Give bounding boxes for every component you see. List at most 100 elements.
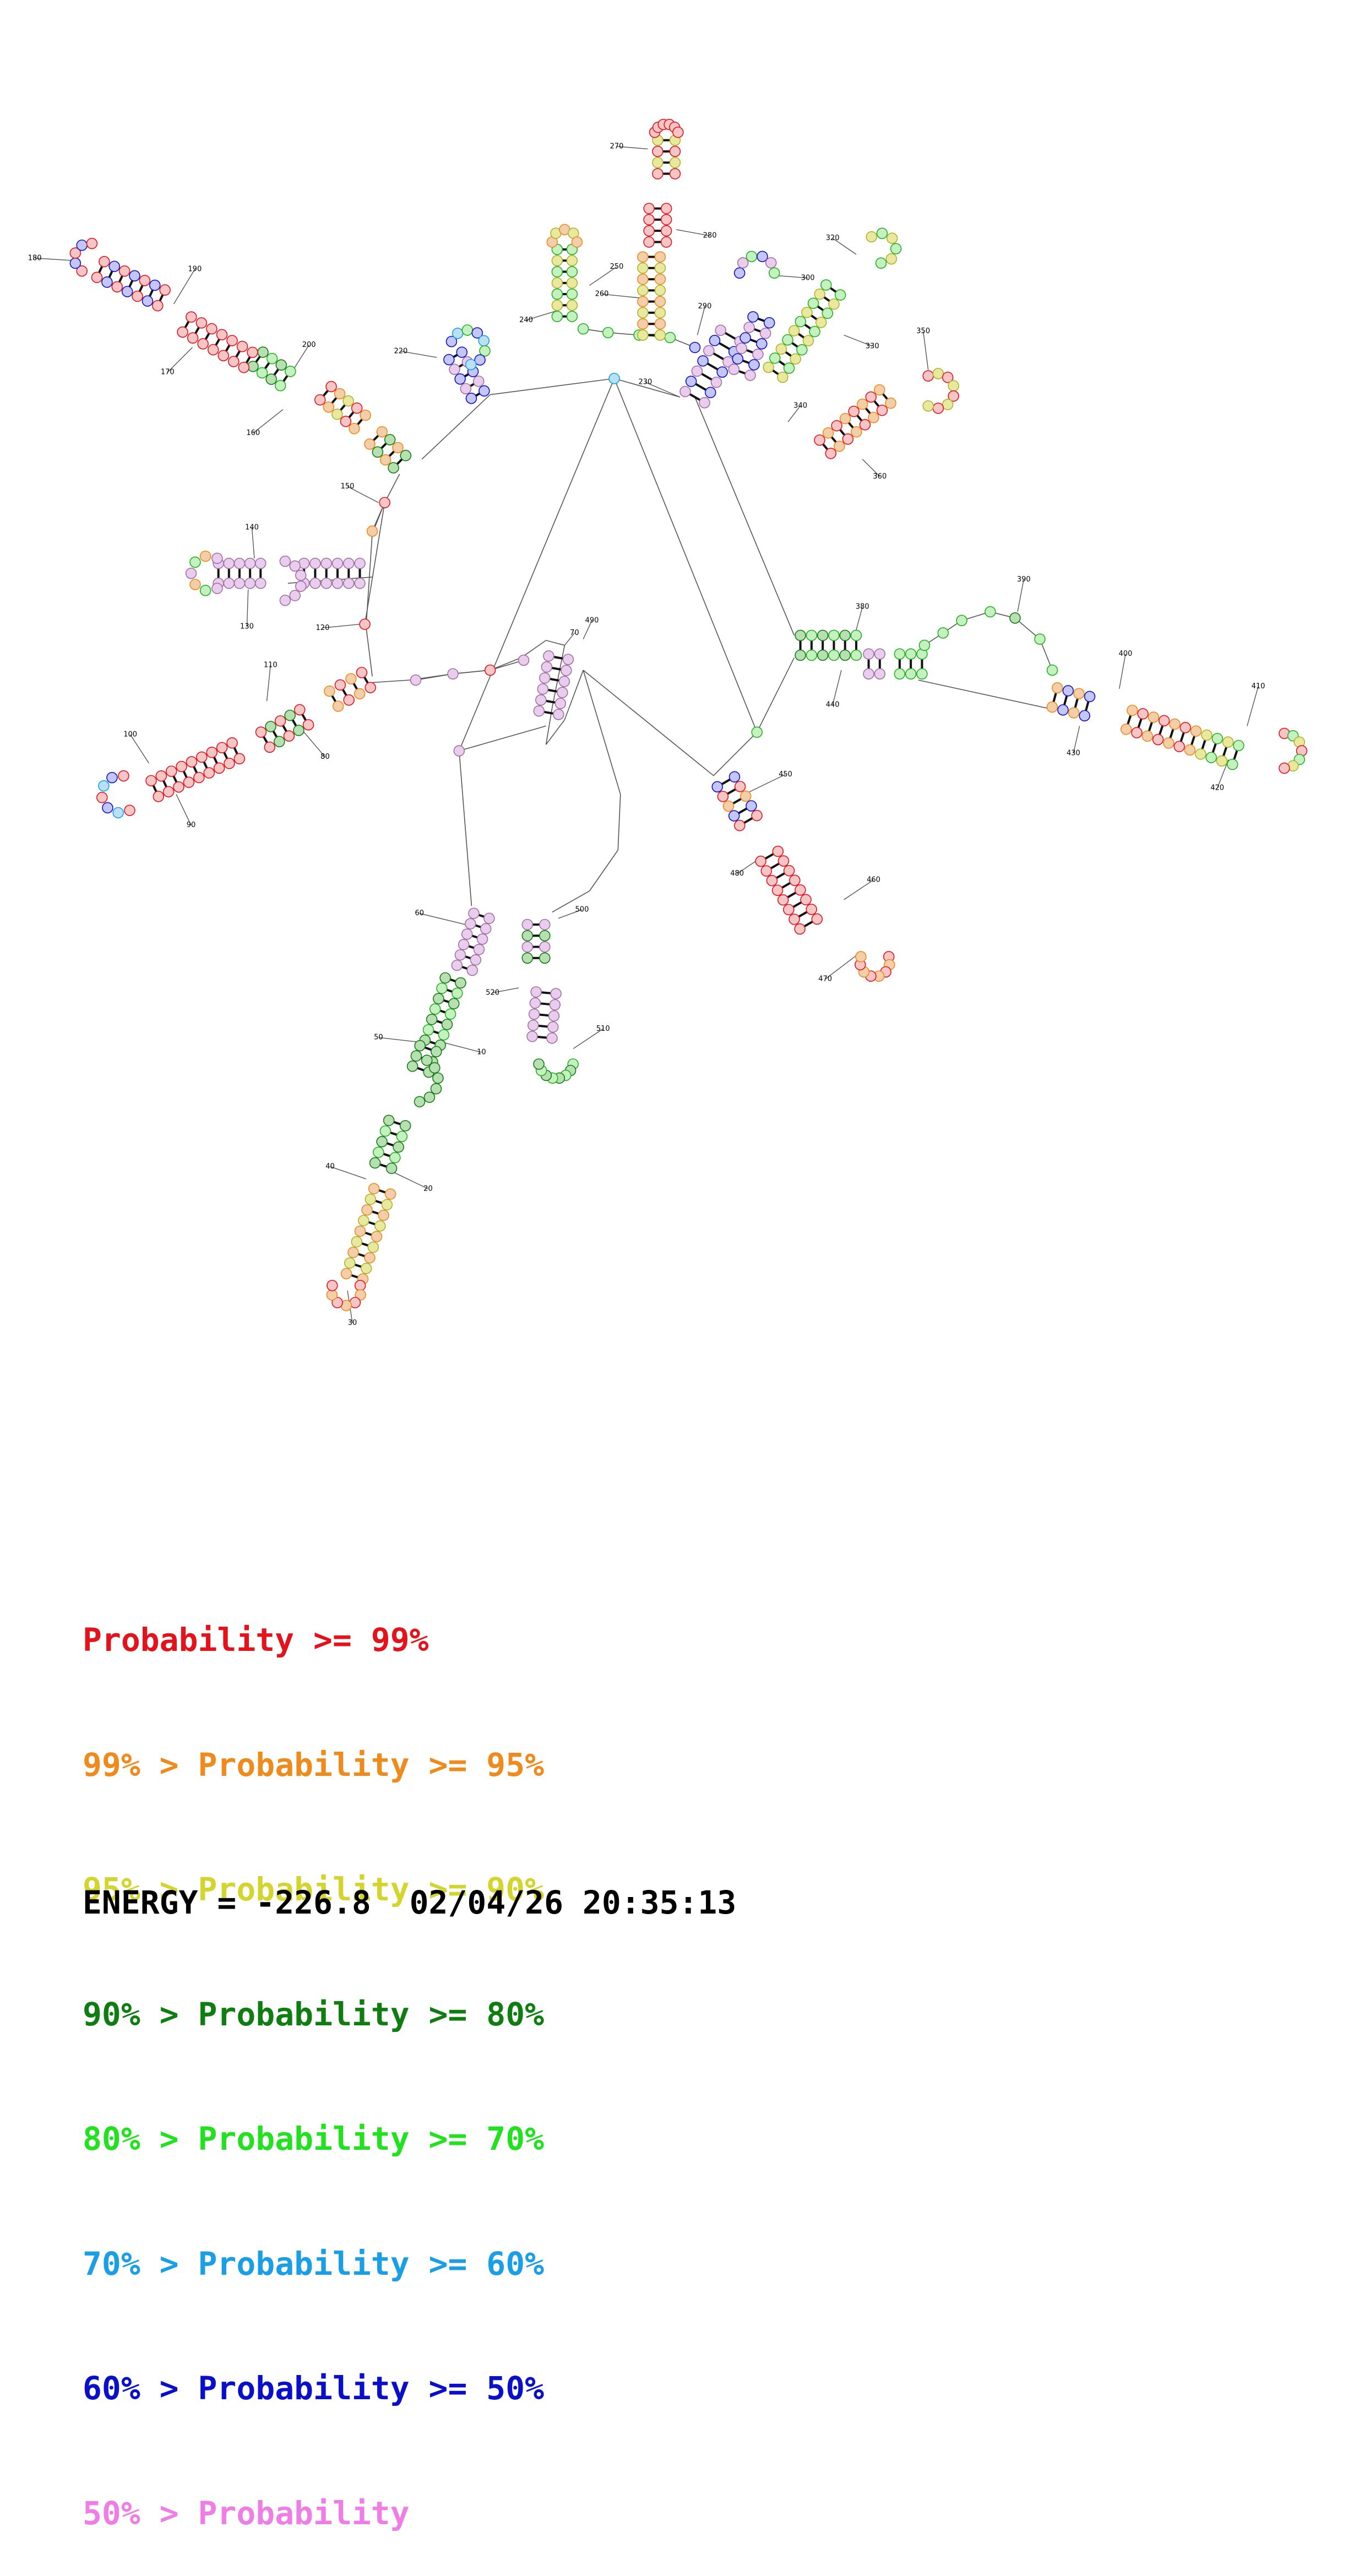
nucleotide	[1057, 704, 1069, 716]
nucleotide	[654, 318, 666, 330]
legend-row-95: 99% > Probability >= 95%	[83, 1744, 544, 1786]
position-label: 440	[826, 701, 840, 709]
position-label: 230	[638, 378, 652, 387]
nucleotide	[733, 267, 746, 279]
nucleotide	[460, 383, 472, 395]
nucleotide	[743, 322, 755, 333]
legend-prefix: 90% >	[83, 1995, 198, 2033]
backbone	[757, 657, 795, 733]
nucleotide	[332, 700, 344, 712]
nucleotide	[213, 762, 225, 774]
nucleotide	[932, 403, 944, 414]
legend-label: Probability	[198, 2494, 410, 2532]
nucleotide	[372, 446, 384, 458]
nucleotide	[1163, 737, 1174, 749]
nucleotide	[777, 855, 790, 867]
nucleotide	[111, 281, 123, 293]
nucleotide	[470, 954, 482, 966]
backbone	[564, 670, 584, 720]
nucleotide	[364, 438, 376, 450]
nucleotide	[189, 579, 201, 590]
nucleotide	[207, 344, 219, 356]
nucleotide	[697, 355, 709, 367]
nucleotide	[379, 1125, 391, 1137]
nucleotide	[669, 168, 681, 180]
position-label: 20	[423, 1184, 433, 1193]
legend-prefix: 70% >	[83, 2245, 198, 2282]
nucleotide	[1158, 715, 1170, 727]
nucleotide	[942, 399, 954, 410]
nucleotide	[331, 1297, 343, 1308]
label-leader	[844, 334, 873, 347]
nucleotide	[349, 423, 360, 434]
nucleotide	[789, 874, 801, 886]
nucleotide	[533, 1058, 545, 1070]
nucleotide	[441, 1019, 453, 1030]
nucleotide	[541, 661, 553, 673]
backbone	[614, 378, 681, 398]
nucleotide	[447, 668, 459, 680]
nucleotide	[771, 884, 784, 896]
nucleotide	[98, 780, 110, 792]
nucleotide	[548, 1010, 560, 1022]
nucleotide	[354, 1225, 366, 1237]
nucleotide	[254, 557, 267, 569]
nucleotide	[102, 802, 113, 814]
label-leader	[130, 734, 150, 764]
nucleotide	[937, 627, 949, 639]
nucleotide	[660, 225, 672, 237]
nucleotide	[106, 771, 118, 784]
label-leader	[443, 1042, 482, 1053]
nucleotide	[132, 290, 143, 302]
backbone	[589, 850, 618, 892]
nucleotide	[1173, 741, 1185, 752]
nucleotide	[320, 557, 332, 569]
nucleotide	[654, 329, 666, 341]
nucleotide	[875, 257, 887, 269]
nucleotide	[643, 236, 655, 248]
nucleotide	[760, 865, 773, 877]
nucleotide	[654, 262, 666, 274]
backbone	[364, 502, 385, 624]
energy-label: ENERGY =	[83, 1884, 237, 1921]
nucleotide	[566, 288, 578, 300]
nucleotide	[788, 914, 800, 925]
nucleotide	[448, 998, 460, 1009]
nucleotide	[551, 300, 563, 311]
nucleotide	[455, 977, 466, 989]
nucleotide	[385, 1162, 398, 1174]
nucleotide	[347, 1247, 359, 1258]
position-label: 300	[801, 274, 815, 282]
legend-prefix: 60% >	[83, 2370, 198, 2407]
nucleotide	[558, 676, 570, 687]
nucleotide	[763, 361, 774, 373]
nucleotide	[885, 397, 896, 409]
nucleotide	[361, 1204, 373, 1216]
nucleotide	[769, 267, 780, 279]
position-label: 280	[703, 232, 717, 240]
nucleotide	[757, 251, 768, 263]
label-leader	[347, 486, 379, 503]
legend-row-99: Probability >= 99%	[83, 1619, 544, 1661]
nucleotide	[866, 231, 877, 243]
nucleotide	[783, 362, 795, 374]
backbone	[459, 751, 472, 906]
nucleotide	[451, 959, 463, 971]
nucleotide	[948, 390, 959, 402]
nucleotide	[108, 260, 120, 272]
nucleotide	[652, 156, 664, 169]
nucleotide	[483, 912, 495, 924]
legend-prefix: 95% >	[83, 1871, 198, 1908]
nucleotide	[396, 1131, 408, 1142]
nucleotide	[874, 648, 886, 660]
nucleotide	[445, 335, 458, 347]
nucleotide	[129, 270, 140, 282]
label-leader	[246, 589, 249, 627]
nucleotide	[1137, 708, 1149, 720]
legend-row-80: 90% > Probability >= 80%	[83, 1994, 544, 2036]
nucleotide	[388, 462, 399, 474]
nucleotide	[806, 904, 817, 915]
nucleotide	[566, 266, 578, 278]
legend-label: Probability	[198, 1995, 410, 2033]
nucleotide	[822, 427, 834, 439]
